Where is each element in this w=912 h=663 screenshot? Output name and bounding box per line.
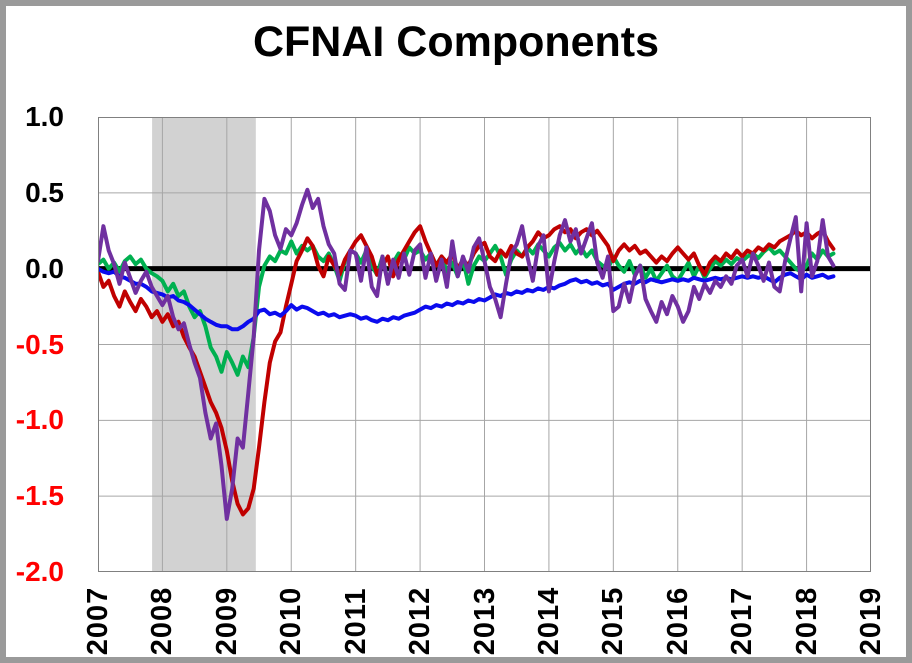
x-tick-label: 2009	[210, 586, 243, 656]
series-line-purple	[96, 187, 836, 521]
x-tick-label: 2012	[403, 586, 436, 656]
y-tick-label: 0.0	[25, 252, 64, 284]
x-tick-label: 2015	[596, 586, 629, 656]
x-tick-label: 2013	[468, 586, 500, 656]
y-tick-label: -0.5	[15, 328, 64, 360]
x-tick-label: 2019	[854, 586, 887, 656]
series-line-green	[96, 239, 836, 377]
x-tick-label: 2010	[274, 586, 307, 656]
x-tick-label: 2017	[725, 586, 758, 656]
plot-border	[98, 117, 871, 572]
x-tick-label: 2007	[81, 586, 114, 656]
series-line-blue	[96, 266, 836, 332]
plot-wrap	[96, 116, 872, 573]
x-tick-label: 2018	[790, 586, 823, 656]
y-tick-label: 0.5	[25, 176, 64, 208]
x-tick-label: 2014	[532, 586, 565, 656]
y-tick-label: 1.0	[25, 101, 64, 132]
x-tick-label: 2016	[661, 586, 694, 656]
plot-area	[96, 116, 872, 573]
x-tick-label: 2008	[145, 586, 178, 656]
y-tick-label: -1.0	[15, 404, 64, 436]
y-tick-label: -2.0	[15, 556, 64, 587]
x-tick-label: 2011	[339, 587, 372, 655]
y-tick-label: -1.5	[15, 480, 64, 512]
chart-title: CFNAI Components	[252, 18, 660, 66]
